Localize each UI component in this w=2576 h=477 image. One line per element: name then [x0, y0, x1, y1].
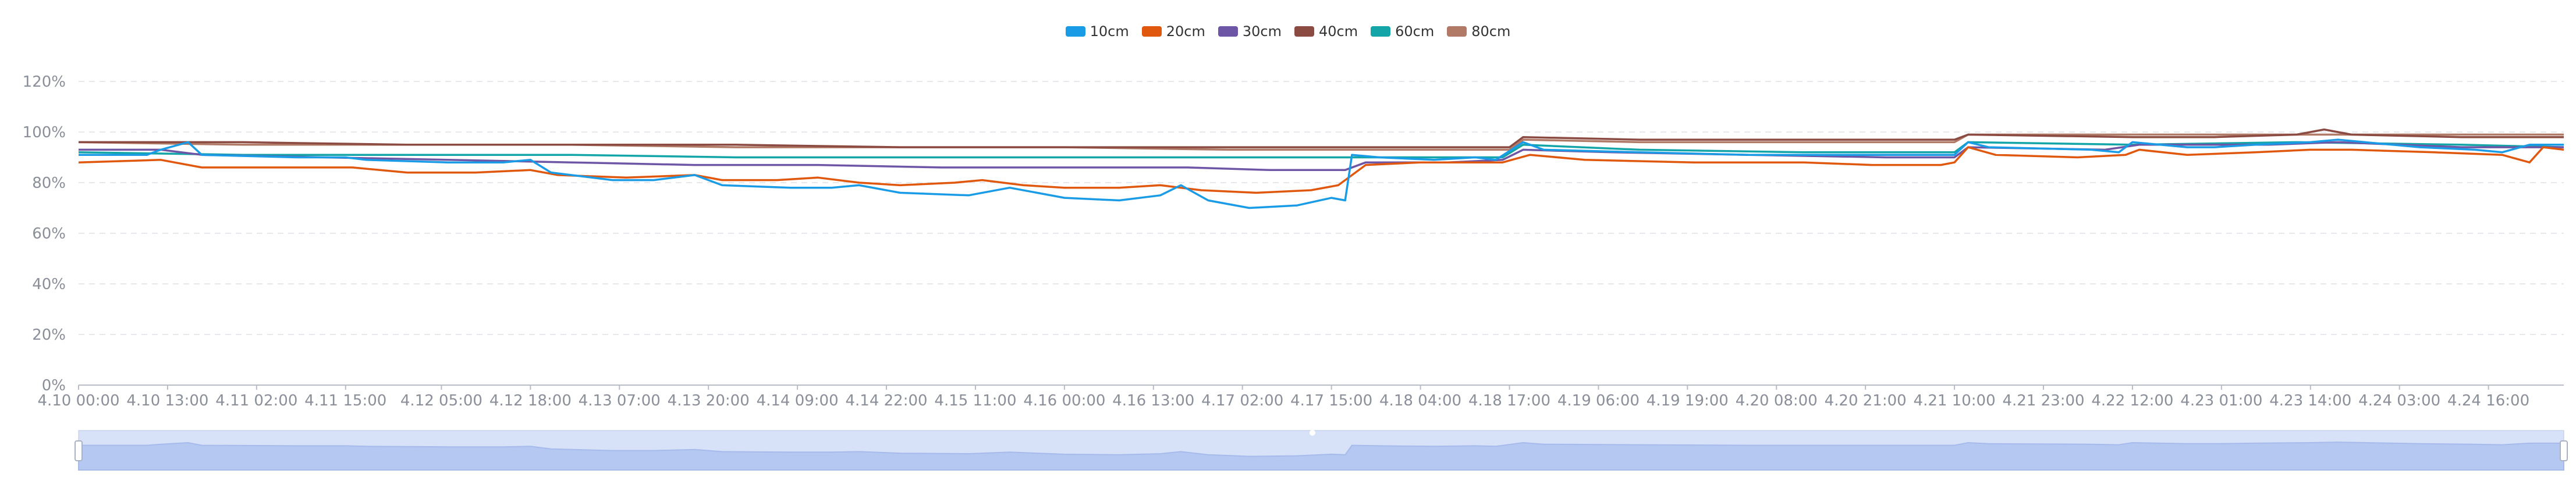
legend: 10cm 20cm 30cm 40cm 60cm 80cm [0, 23, 2576, 40]
legend-label-30cm: 30cm [1242, 23, 1282, 40]
legend-item-20cm[interactable]: 20cm [1141, 23, 1205, 40]
series-line-40cm [79, 128, 2564, 148]
x-tick-label: 4.23 01:00 [2180, 392, 2262, 410]
x-tick-label: 4.16 13:00 [1112, 392, 1194, 410]
x-tick-label: 4.19 19:00 [1647, 392, 1729, 410]
x-tick-label: 4.13 20:00 [668, 392, 750, 410]
x-tick-label: 4.12 05:00 [400, 392, 482, 410]
legend-swatch-80cm [1447, 26, 1467, 37]
legend-item-80cm[interactable]: 80cm [1447, 23, 1510, 40]
x-tick-label: 4.20 08:00 [1736, 392, 1818, 410]
x-tick-label: 4.24 16:00 [2447, 392, 2529, 410]
x-tick-label: 4.23 14:00 [2269, 392, 2351, 410]
x-tick-label: 4.17 15:00 [1290, 392, 1372, 410]
legend-label-60cm: 60cm [1395, 23, 1435, 40]
x-tick-label: 4.22 12:00 [2091, 392, 2173, 410]
zoom-slider-move-dot[interactable] [1310, 430, 1315, 436]
zoom-slider-preview [78, 442, 2564, 471]
y-tick-label: 100% [23, 124, 66, 141]
legend-swatch-40cm [1294, 26, 1314, 37]
legend-item-10cm[interactable]: 10cm [1065, 23, 1129, 40]
legend-item-40cm[interactable]: 40cm [1294, 23, 1358, 40]
x-tick-label: 4.18 17:00 [1468, 392, 1550, 410]
zoom-slider-selection[interactable] [79, 430, 2564, 470]
y-tick-label: 40% [32, 276, 66, 293]
legend-item-30cm[interactable]: 30cm [1218, 23, 1282, 40]
x-tick-label: 4.10 13:00 [126, 392, 208, 410]
x-tick-label: 4.17 02:00 [1201, 392, 1283, 410]
legend-swatch-10cm [1065, 26, 1085, 37]
legend-label-40cm: 40cm [1319, 23, 1358, 40]
x-tick-label: 4.19 06:00 [1557, 392, 1640, 410]
legend-swatch-30cm [1218, 26, 1238, 37]
x-tick-label: 4.15 11:00 [934, 392, 1016, 410]
x-tick-label: 4.13 07:00 [579, 392, 661, 410]
legend-item-60cm[interactable]: 60cm [1371, 23, 1434, 40]
legend-swatch-20cm [1141, 26, 1162, 37]
y-tick-label: 120% [23, 73, 66, 91]
legend-swatch-60cm [1371, 26, 1391, 37]
x-tick-label: 4.11 15:00 [304, 392, 386, 410]
x-tick-label: 4.21 23:00 [2002, 392, 2084, 410]
x-tick-label: 4.14 22:00 [845, 392, 927, 410]
zoom-handle-right[interactable] [2560, 440, 2568, 461]
y-tick-label: 60% [32, 225, 66, 243]
x-tick-label: 4.10 00:00 [37, 392, 119, 410]
series-line-30cm [79, 141, 2564, 172]
zoom-handle-left[interactable] [74, 440, 83, 461]
y-tick-label: 20% [32, 326, 66, 344]
series-line-10cm [79, 138, 2564, 209]
x-tick-label: 4.20 21:00 [1825, 392, 1907, 410]
legend-label-80cm: 80cm [1471, 23, 1511, 40]
y-tick-label: 0% [42, 377, 66, 394]
y-tick-label: 80% [32, 175, 66, 192]
x-tick-label: 4.18 04:00 [1379, 392, 1461, 410]
x-tick-label: 4.14 09:00 [757, 392, 839, 410]
x-tick-label: 4.21 10:00 [1914, 392, 1996, 410]
legend-label-10cm: 10cm [1090, 23, 1129, 40]
x-tick-label: 4.12 18:00 [489, 392, 572, 410]
legend-label-20cm: 20cm [1166, 23, 1205, 40]
x-tick-label: 4.16 00:00 [1023, 392, 1105, 410]
x-tick-label: 4.11 02:00 [215, 392, 297, 410]
x-tick-label: 4.24 03:00 [2358, 392, 2440, 410]
